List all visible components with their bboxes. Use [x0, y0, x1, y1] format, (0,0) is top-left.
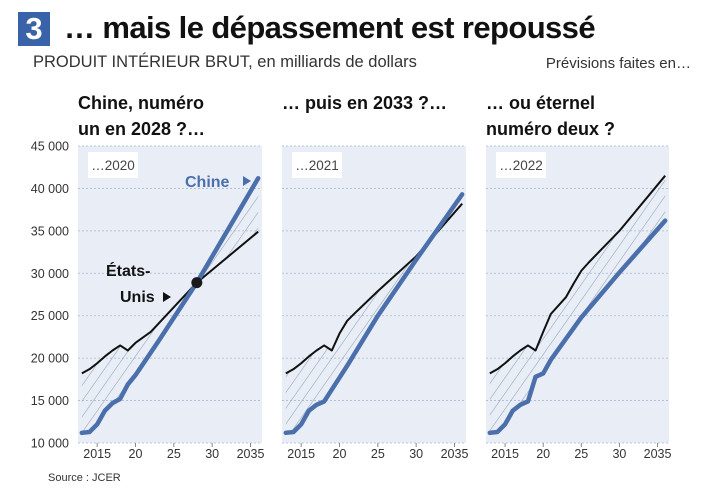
- panel-1: 2015 20 25 30 2035 …2020 Chine, numéro un en 20…: [78, 93, 264, 461]
- x-tick-label: 2035: [644, 447, 672, 461]
- y-tick-label: 35 000: [31, 224, 69, 238]
- us-gdp-line: [489, 175, 666, 375]
- us-series-label-line2: Unis: [120, 289, 155, 306]
- x-tick-label: 30: [409, 447, 423, 461]
- china-gdp-line: [79, 175, 261, 436]
- x-tick-label: 2035: [441, 447, 469, 461]
- china-label-arrow: [243, 176, 251, 186]
- panel-title: un en 2028 ?…: [78, 119, 205, 139]
- panel-title: numéro deux ?: [486, 119, 615, 139]
- x-tick-label: 25: [167, 447, 181, 461]
- forecast-year-caption: Prévisions faites en…: [545, 55, 691, 72]
- forecast-year-box: [496, 152, 546, 178]
- y-tick-label: 20 000: [31, 352, 69, 366]
- panel-title: Chine, numéro: [78, 93, 204, 113]
- panel-title: … ou éternel: [486, 93, 595, 113]
- gap-hatch-area: [285, 194, 463, 433]
- x-tick-label: 20: [536, 447, 550, 461]
- panel-title: … puis en 2033 ?…: [282, 93, 447, 113]
- us-series-label-line1: États-: [106, 261, 150, 280]
- x-tick-label: 20: [333, 447, 347, 461]
- x-tick-label: 2015: [83, 447, 111, 461]
- forecast-year-label: …2022: [499, 158, 543, 173]
- chart-title: … mais le dépassement est repoussé: [64, 10, 596, 45]
- y-tick-label: 25 000: [31, 309, 69, 323]
- forecast-year-box: [292, 152, 342, 178]
- x-tick-label: 2015: [491, 447, 519, 461]
- x-tick-label: 30: [205, 447, 219, 461]
- y-tick-label: 15 000: [31, 394, 69, 408]
- china-gdp-line: [283, 192, 465, 436]
- panel-2: 2015 20 25 30 2035 …2021 … puis en 2033 ?…: [282, 93, 468, 461]
- forecast-year-box: [88, 152, 138, 178]
- x-tick-label: 25: [574, 447, 588, 461]
- section-number-badge: 3: [18, 12, 50, 46]
- y-tick-label: 45 000: [31, 140, 69, 154]
- x-tick-label: 20: [129, 447, 143, 461]
- chart-subtitle: PRODUIT INTÉRIEUR BRUT, en milliards de …: [33, 53, 417, 71]
- x-tick-label: 2015: [287, 447, 315, 461]
- china-gdp-line: [487, 218, 668, 436]
- crossover-marker: [191, 277, 203, 289]
- gap-hatch-area: [489, 175, 666, 433]
- y-tick-label: 30 000: [31, 267, 69, 281]
- x-tick-label: 2035: [237, 447, 265, 461]
- us-gdp-line: [81, 230, 259, 375]
- forecast-year-label: …2020: [91, 158, 135, 173]
- china-series-label: Chine: [185, 174, 230, 191]
- y-tick-label: 10 000: [31, 437, 69, 451]
- gap-hatch-area: [81, 178, 259, 433]
- panel-3: 2015 20 25 30 2035 …2022 … ou éternel numéro de…: [486, 93, 672, 461]
- us-label-arrow: [163, 292, 171, 302]
- us-gdp-line: [285, 203, 463, 375]
- x-tick-label: 30: [612, 447, 626, 461]
- x-tick-label: 25: [371, 447, 385, 461]
- source-note: Source : JCER: [48, 472, 121, 484]
- forecast-year-label: …2021: [295, 158, 339, 173]
- y-tick-label: 40 000: [31, 182, 69, 196]
